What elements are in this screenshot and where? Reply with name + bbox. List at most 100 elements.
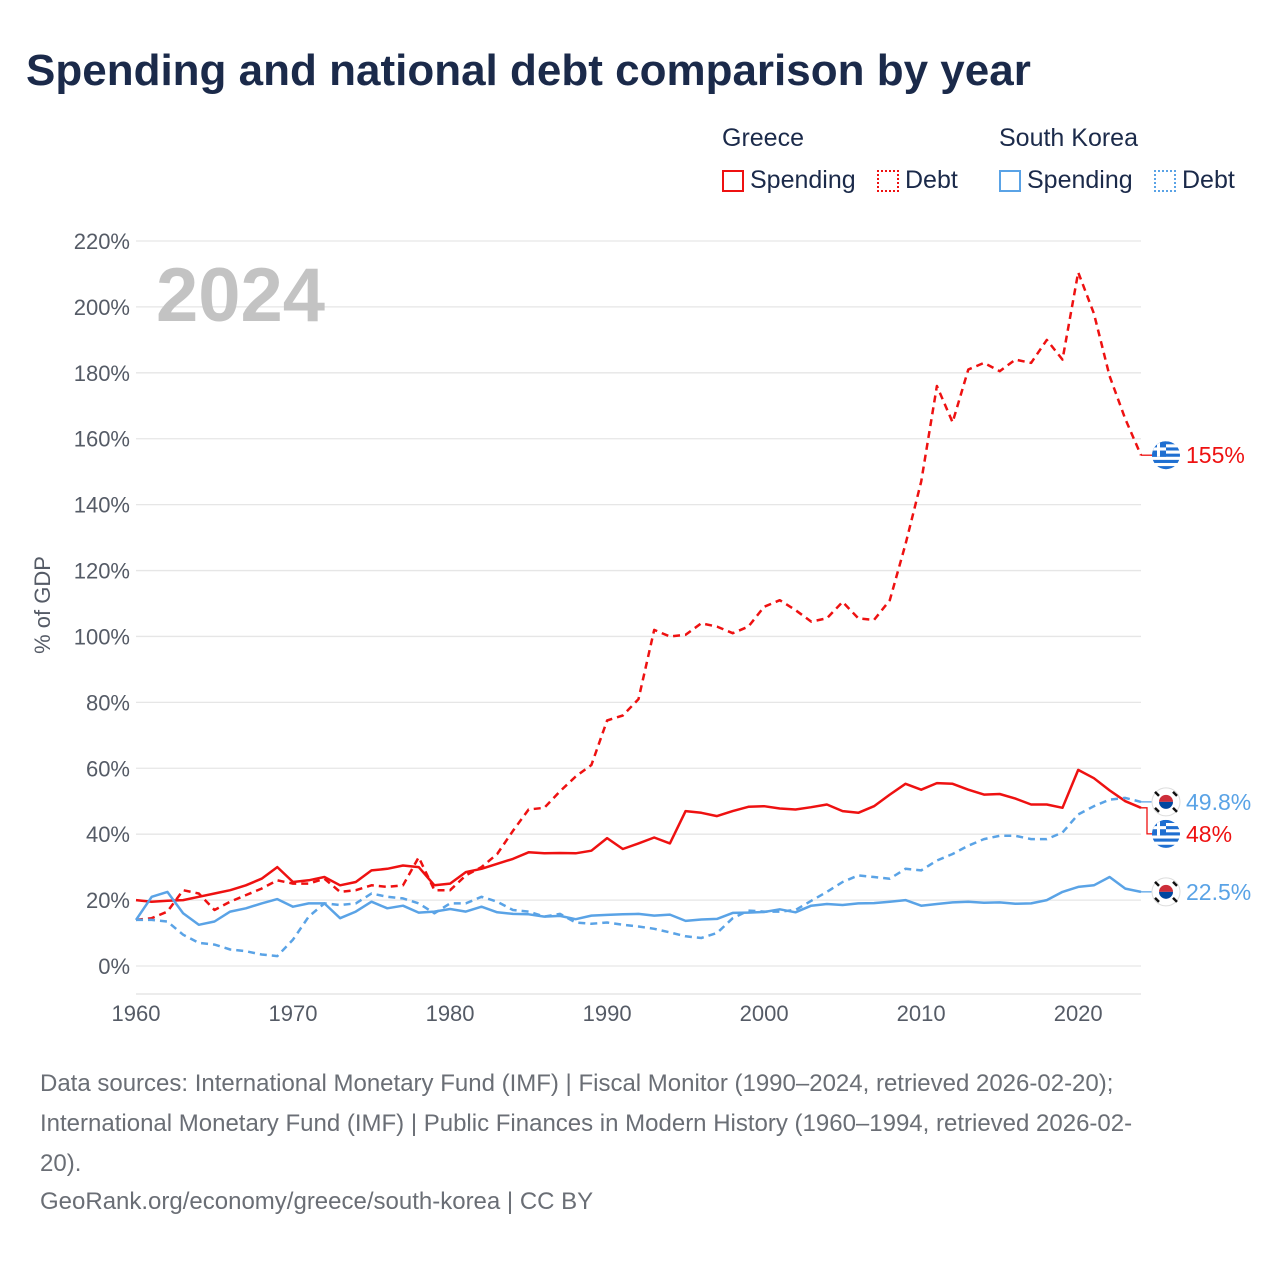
data-point <box>997 899 1003 905</box>
data-point <box>1107 874 1113 880</box>
chart-gridlines <box>136 240 1141 995</box>
greece-flag-icon <box>1152 441 1180 470</box>
data-point <box>793 806 799 812</box>
legend-label-greece-spending: Spending <box>750 166 856 194</box>
data-point <box>950 419 956 425</box>
data-point <box>510 828 516 834</box>
data-point <box>950 851 956 857</box>
data-point <box>981 900 987 906</box>
data-point <box>871 803 877 809</box>
data-point <box>620 911 626 917</box>
y-tick-label: 200% <box>74 295 130 320</box>
data-point <box>965 367 971 373</box>
data-point <box>855 615 861 621</box>
data-point <box>1028 360 1034 366</box>
data-point <box>227 909 233 915</box>
end-label-leader <box>1141 807 1152 835</box>
data-point <box>447 881 453 887</box>
data-point <box>745 804 751 810</box>
data-point <box>321 900 327 906</box>
data-point <box>573 774 579 780</box>
y-tick-label: 40% <box>86 822 130 847</box>
legend-greece-spending[interactable]: Spending <box>722 166 856 195</box>
data-point <box>1012 833 1018 839</box>
data-point <box>384 894 390 900</box>
data-point <box>683 808 689 814</box>
data-point <box>840 879 846 885</box>
data-point <box>478 864 484 870</box>
data-point <box>416 910 422 916</box>
data-point <box>400 862 406 868</box>
data-point <box>1122 886 1128 892</box>
data-point <box>636 840 642 846</box>
legend-korea-spending[interactable]: Spending <box>999 166 1133 195</box>
data-point <box>808 804 814 810</box>
legend-swatch-korea-debt <box>1154 169 1176 192</box>
footer-attribution[interactable]: GeoRank.org/economy/greece/south-korea |… <box>40 1188 594 1215</box>
data-point <box>871 617 877 623</box>
data-point <box>541 914 547 920</box>
legend-title-greece: Greece <box>722 124 804 152</box>
data-point <box>651 926 657 932</box>
data-point <box>714 916 720 922</box>
data-point <box>604 912 610 918</box>
data-point <box>902 541 908 547</box>
data-point <box>698 810 704 816</box>
data-point <box>196 922 202 928</box>
data-point <box>180 897 186 903</box>
data-point <box>902 866 908 872</box>
x-tick-label: 1960 <box>112 1001 161 1026</box>
data-point <box>384 905 390 911</box>
data-point <box>1107 797 1113 803</box>
data-point <box>447 906 453 912</box>
y-tick-label: 140% <box>74 493 130 518</box>
data-point <box>588 921 594 927</box>
series-line-south-korea-debt[interactable] <box>136 796 1142 958</box>
end-label-value: 155% <box>1186 442 1245 468</box>
data-point <box>164 909 170 915</box>
data-point <box>1044 836 1050 842</box>
data-point <box>950 899 956 905</box>
data-point <box>447 900 453 906</box>
series-line-greece-spending[interactable] <box>135 768 1142 903</box>
line-chart: 0% 20% 40% 60% 80% 100% 120% 140% 160% 180% 200% 22… <box>30 229 1251 1026</box>
data-point <box>180 910 186 916</box>
data-point <box>227 899 233 905</box>
legend-greece-debt[interactable]: Debt <box>877 166 958 195</box>
data-point <box>353 887 359 893</box>
data-point <box>510 907 516 913</box>
data-point <box>651 834 657 840</box>
data-point <box>337 902 343 908</box>
data-point <box>478 904 484 910</box>
series-line-south-korea-spending[interactable] <box>134 875 1142 927</box>
data-point <box>243 882 249 888</box>
data-point <box>761 604 767 610</box>
data-point <box>149 917 155 923</box>
data-point <box>416 854 422 860</box>
data-point <box>918 787 924 793</box>
chart-series <box>133 271 1143 958</box>
data-point <box>793 607 799 613</box>
chart-title: Spending and national debt comparison by… <box>26 46 1031 95</box>
data-point <box>259 876 265 882</box>
data-point <box>793 907 799 913</box>
data-point <box>997 833 1003 839</box>
data-point <box>306 881 312 887</box>
data-point <box>243 905 249 911</box>
data-point <box>133 897 139 903</box>
greece-flag-icon <box>1152 819 1180 848</box>
data-point <box>306 900 312 906</box>
y-tick-label: 100% <box>74 624 130 649</box>
legend-swatch-korea-spending <box>999 169 1021 192</box>
data-point <box>887 792 893 798</box>
data-point <box>934 780 940 786</box>
y-tick-label: 20% <box>86 888 130 913</box>
data-point <box>1044 897 1050 903</box>
series-line-greece-debt[interactable] <box>135 271 1143 922</box>
data-point <box>290 937 296 943</box>
legend-korea-debt[interactable]: Debt <box>1154 166 1235 195</box>
data-point <box>1044 337 1050 343</box>
legend-label-korea-spending: Spending <box>1027 166 1133 194</box>
data-point <box>1075 811 1081 817</box>
footer-sources-line-3: 20). <box>40 1150 82 1177</box>
